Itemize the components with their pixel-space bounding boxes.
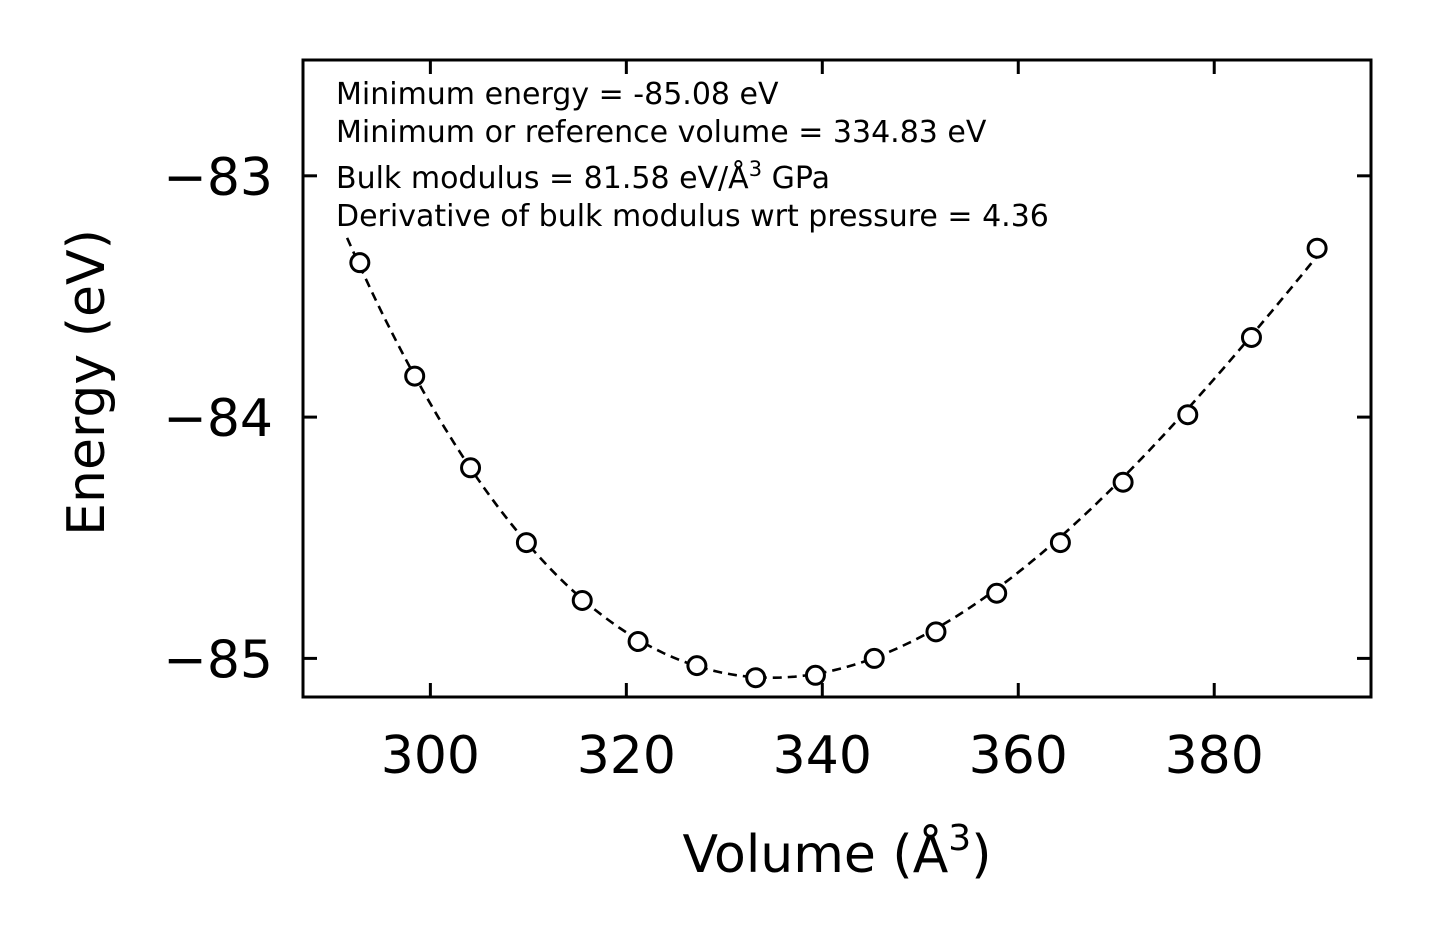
data-point-16 [1306,237,1328,259]
data-point-7 [745,667,767,689]
annotation-bulk-modulus-text: Bulk modulus = 81.58 eV/Å [336,160,749,196]
y-axis-label: Energy (eV) [57,229,117,536]
annotation-bulk-modulus-sup: 3 [749,157,762,181]
data-point-8 [804,664,826,686]
data-point-10 [925,621,947,643]
data-point-15 [1240,326,1262,348]
data-point-6 [686,655,708,677]
x-tick-label-320: 320 [577,726,676,786]
y-tick-label-2: −85 [163,630,273,690]
data-point-13 [1112,471,1134,493]
annotation-ref-volume: Minimum or reference volume = 334.83 eV [336,115,987,150]
annotation-bulk-derivative: Derivative of bulk modulus wrt pressure … [336,199,1049,234]
x-axis-label-end: ) [971,825,991,885]
plot-frame [301,58,1373,699]
x-tick-label-340: 340 [773,726,872,786]
ticks-layer: 300 320 340 360 380 −83 −84 −85 [163,60,1371,786]
y-tick-label-0: −83 [163,148,273,208]
data-point-5 [627,631,649,653]
x-axis-label: Volume (Å3) [683,818,992,885]
data-point-2 [460,457,482,479]
data-point-14 [1177,404,1199,426]
data-point-11 [986,582,1008,604]
data-point-1 [404,365,426,387]
annotation-bulk-modulus: Bulk modulus = 81.58 eV/Å3 GPa [336,157,830,196]
y-tick-label-1: −84 [163,389,273,449]
annotation-min-energy: Minimum energy = -85.08 eV [336,77,779,112]
x-axis-label-text: Volume (Å [683,823,949,885]
x-tick-label-380: 380 [1165,726,1264,786]
fit-curve-layer [345,237,1322,679]
data-points-layer [349,237,1328,689]
annotation-bulk-modulus-suffix: GPa [762,161,830,196]
fit-curve-dashed [345,237,1322,679]
data-point-9 [863,647,885,669]
x-tick-label-360: 360 [969,726,1068,786]
data-point-3 [515,532,537,554]
data-point-4 [571,589,593,611]
data-point-12 [1049,532,1071,554]
data-point-0 [349,252,371,274]
x-axis-label-sup: 3 [948,818,971,859]
x-tick-label-300: 300 [381,726,480,786]
